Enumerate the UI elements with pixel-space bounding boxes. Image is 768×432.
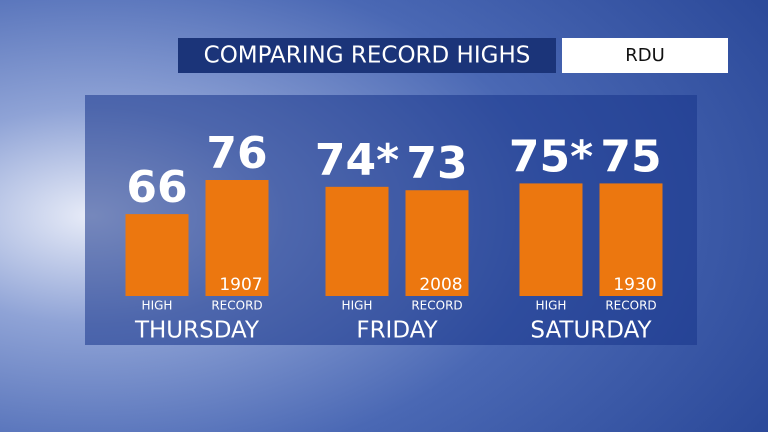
bar	[205, 180, 269, 296]
series-label: HIGH	[342, 299, 373, 313]
chart-title: COMPARING RECORD HIGHS	[204, 43, 531, 69]
record-year: 1930	[613, 275, 656, 295]
bar	[405, 190, 469, 296]
x-tick-label: SATURDAY	[530, 318, 652, 344]
bar	[125, 214, 189, 296]
value-label: 75*	[509, 131, 593, 182]
location-box	[562, 38, 728, 73]
series-label: RECORD	[605, 299, 656, 313]
title-bar	[178, 38, 556, 73]
record-year: 2008	[419, 275, 462, 295]
series-label: RECORD	[211, 299, 262, 313]
series-label: RECORD	[411, 299, 462, 313]
x-tick-label: FRIDAY	[356, 318, 438, 344]
value-label: 66	[126, 162, 187, 213]
bar	[599, 183, 663, 296]
value-label: 73	[406, 138, 467, 189]
location: RDU	[625, 45, 665, 66]
x-tick-label: THURSDAY	[134, 318, 260, 344]
series-label: HIGH	[536, 299, 567, 313]
bar	[519, 183, 583, 296]
value-label: 75	[600, 131, 661, 182]
bar	[325, 186, 389, 296]
value-label: 74*	[315, 135, 399, 186]
value-label: 76	[206, 128, 267, 179]
record-year: 1907	[219, 275, 262, 295]
series-label: HIGH	[142, 299, 173, 313]
